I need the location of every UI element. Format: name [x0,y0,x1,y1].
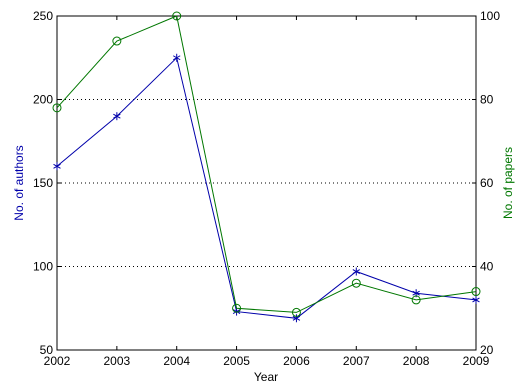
series-line-papers [56,15,477,313]
data-point-circle [411,295,421,305]
data-point-asterisk [53,162,61,171]
data-point-circle [351,278,361,288]
data-point-asterisk [232,307,241,316]
x-tick-label: 2009 [463,354,490,368]
left-y-axis-label: No. of authors [12,145,26,220]
series-line-authors [56,56,477,319]
data-point-asterisk [352,267,361,276]
x-tick-label: 2005 [223,354,250,368]
left-y-tick-labels: 50 100 150 200 250 [33,9,53,357]
right-y-tick-label: 80 [480,93,494,107]
data-point-asterisk [292,314,301,323]
x-tick-label: 2007 [343,354,370,368]
left-y-tick-label: 100 [33,260,53,274]
left-y-tick-label: 200 [33,93,53,107]
right-y-axis-label: No. of papers [501,147,515,219]
plot-area [57,16,476,350]
right-y-tick-label: 40 [480,260,494,274]
x-tick-label: 2008 [403,354,430,368]
right-y-tick-label: 20 [480,343,494,357]
data-point-circle [291,307,301,317]
data-point-circle [52,103,62,113]
x-axis-label: Year [254,370,278,384]
left-y-tick-label: 150 [33,176,53,190]
x-tick-label: 2003 [104,354,131,368]
data-point-circle [172,11,182,21]
right-y-tick-label: 100 [480,9,500,23]
series-layer [52,11,481,323]
tick-marks [56,15,477,351]
right-y-tick-labels: 20 40 60 80 100 [480,9,500,357]
left-y-tick-label: 250 [33,9,53,23]
asterisk-stroke [352,269,361,274]
asterisk-stroke [53,163,61,169]
right-y-tick-label: 60 [480,176,494,190]
data-point-asterisk [113,112,121,121]
data-point-asterisk [172,53,181,62]
x-tick-labels: 2002 2003 2004 2005 2006 2007 2008 2009 [44,354,490,368]
x-tick-label: 2004 [163,354,190,368]
asterisk-stroke [292,315,301,321]
x-tick-label: 2002 [44,354,71,368]
data-point-circle [112,36,122,46]
left-y-tick-label: 50 [40,343,54,357]
asterisk-stroke [472,297,480,303]
x-tick-label: 2006 [283,354,310,368]
asterisk-stroke [172,55,181,61]
data-point-circle [471,287,481,297]
asterisk-stroke [232,309,241,315]
asterisk-stroke [113,113,121,119]
asterisk-stroke [412,290,420,296]
data-point-asterisk [472,295,480,304]
data-point-circle [232,303,242,313]
